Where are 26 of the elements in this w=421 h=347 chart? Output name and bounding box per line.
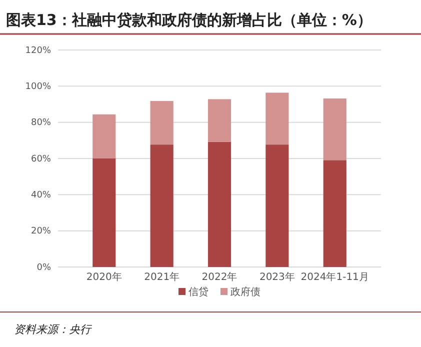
y-tick-label: 40%	[30, 190, 52, 201]
x-tick-label: 2020年	[86, 271, 122, 283]
x-tick-label: 2021年	[144, 271, 180, 283]
bar	[92, 158, 116, 267]
y-tick-label: 20%	[30, 226, 52, 237]
bar	[150, 100, 174, 145]
y-tick-label: 120%	[25, 46, 52, 56]
text: 资料来源：央行	[14, 323, 93, 336]
bar	[150, 144, 174, 267]
y-tick-label: 0%	[36, 262, 52, 273]
legend-label: 信贷	[188, 286, 208, 298]
x-tick-label: 2024年1-11月	[300, 271, 369, 283]
bar	[208, 142, 232, 267]
y-tick-label: 80%	[30, 118, 52, 128]
bar	[208, 99, 232, 142]
y-tick-label: 100%	[25, 82, 52, 92]
bar	[323, 160, 346, 267]
y-tick-label: 60%	[30, 154, 52, 164]
legend-label: 政府债	[230, 286, 260, 298]
bar	[92, 114, 116, 158]
chart-title: 图表13：社融中贷款和政府债的新增占比（单位：%）	[6, 11, 372, 29]
x-tick-label: 2022年	[202, 271, 238, 283]
bar	[323, 98, 346, 160]
bar	[266, 144, 289, 267]
bar	[266, 92, 289, 145]
x-tick-label: 2023年	[259, 271, 295, 283]
